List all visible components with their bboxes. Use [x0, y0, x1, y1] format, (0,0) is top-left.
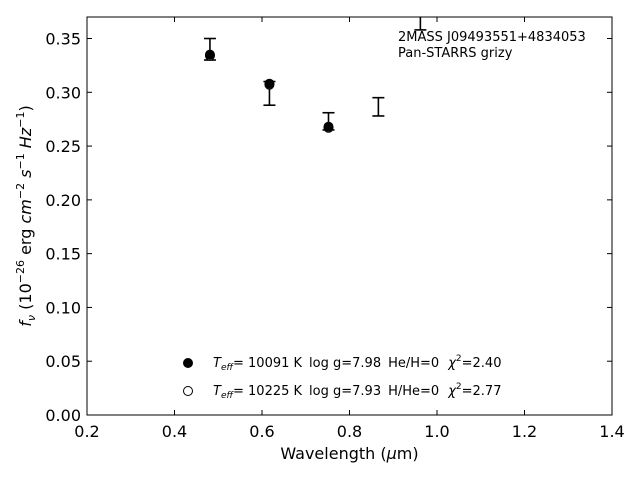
annotation-object-name: 2MASS J09493551+4834053	[398, 30, 586, 45]
y-tick-label: 0.10	[45, 298, 81, 317]
y-tick-label: 0.00	[45, 406, 81, 425]
y-tick-label: 0.30	[45, 83, 81, 102]
model-point-filled	[323, 121, 334, 132]
observed-errorbars	[203, 17, 427, 131]
x-axis-label: Wavelength (μm)	[280, 444, 418, 463]
x-tick-label: 0.4	[162, 422, 187, 441]
x-axis-ticks: 0.2 0.4 0.6 0.8 1.0 1.2 1.4	[74, 17, 625, 441]
y-axis-label: fν (10−26 erg cm−2 s−1 Hz−1)	[14, 105, 38, 326]
observed-errorbar	[414, 17, 427, 31]
x-tick-label: 1.4	[599, 422, 624, 441]
model-point-filled	[204, 49, 215, 60]
x-tick-label: 0.6	[249, 422, 274, 441]
x-tick-label: 0.8	[337, 422, 362, 441]
model-points	[204, 49, 334, 133]
model-point-filled	[264, 78, 275, 89]
x-tick-label: 0.2	[74, 422, 99, 441]
legend-marker-filled	[183, 358, 193, 368]
y-axis-ticks: 0.00 0.05 0.10 0.15 0.20 0.25 0.30 0.35	[45, 30, 612, 425]
y-tick-label: 0.25	[45, 137, 81, 156]
y-tick-label: 0.15	[45, 245, 81, 264]
observed-errorbar	[372, 96, 385, 117]
x-tick-label: 1.2	[512, 422, 537, 441]
annotation-photometry: Pan-STARRS grizy	[398, 46, 513, 61]
legend-marker-open	[183, 386, 193, 396]
y-tick-label: 0.05	[45, 352, 81, 371]
y-tick-label: 0.20	[45, 191, 81, 210]
y-tick-label: 0.35	[45, 30, 81, 49]
x-tick-label: 1.0	[424, 422, 449, 441]
